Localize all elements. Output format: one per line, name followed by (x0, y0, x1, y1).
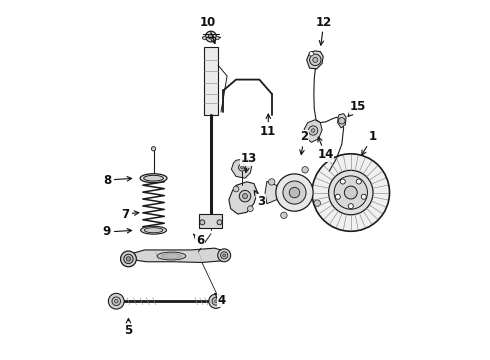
Circle shape (112, 297, 121, 306)
Circle shape (302, 167, 308, 173)
Circle shape (203, 36, 206, 40)
Circle shape (115, 300, 118, 303)
Circle shape (215, 300, 218, 303)
Circle shape (276, 174, 313, 211)
Polygon shape (229, 182, 258, 214)
Polygon shape (265, 181, 304, 204)
Circle shape (348, 204, 353, 209)
Circle shape (313, 57, 318, 62)
Circle shape (239, 164, 245, 171)
Circle shape (217, 220, 222, 225)
Polygon shape (338, 114, 346, 128)
Circle shape (216, 36, 219, 40)
Circle shape (212, 297, 220, 305)
Circle shape (334, 176, 368, 209)
Circle shape (223, 254, 225, 257)
Circle shape (205, 31, 216, 42)
Circle shape (126, 257, 131, 261)
Circle shape (121, 251, 136, 267)
Circle shape (309, 126, 318, 135)
Circle shape (312, 154, 390, 231)
FancyBboxPatch shape (204, 47, 218, 116)
Circle shape (108, 293, 124, 309)
Text: 5: 5 (124, 319, 133, 337)
Text: 12: 12 (316, 16, 332, 45)
FancyBboxPatch shape (199, 214, 222, 228)
Circle shape (247, 206, 253, 212)
Circle shape (310, 54, 321, 66)
Circle shape (361, 194, 366, 199)
Ellipse shape (162, 254, 181, 258)
Polygon shape (307, 51, 323, 69)
Circle shape (209, 294, 223, 309)
Circle shape (339, 118, 345, 124)
Circle shape (208, 34, 214, 39)
Text: 1: 1 (362, 130, 376, 155)
Text: 4: 4 (215, 293, 226, 307)
Circle shape (151, 147, 156, 151)
Ellipse shape (144, 228, 163, 233)
Text: 7: 7 (121, 208, 139, 221)
Circle shape (329, 170, 373, 215)
Circle shape (233, 186, 239, 192)
Circle shape (340, 179, 345, 184)
Text: 14: 14 (318, 137, 334, 161)
Ellipse shape (140, 174, 167, 183)
Circle shape (281, 212, 287, 219)
Text: 6: 6 (194, 234, 204, 247)
Circle shape (220, 252, 228, 259)
Circle shape (283, 181, 306, 204)
Circle shape (241, 166, 244, 169)
Text: 3: 3 (254, 190, 265, 208)
Text: 11: 11 (260, 114, 276, 138)
Circle shape (289, 187, 300, 198)
Text: 15: 15 (348, 100, 366, 116)
Circle shape (314, 200, 320, 206)
Circle shape (239, 190, 251, 202)
Ellipse shape (144, 175, 164, 181)
Circle shape (356, 179, 361, 184)
Text: 13: 13 (241, 152, 257, 172)
Polygon shape (231, 158, 252, 178)
Polygon shape (125, 248, 227, 262)
Text: 9: 9 (103, 225, 132, 238)
Polygon shape (304, 120, 322, 142)
Circle shape (200, 220, 205, 225)
Circle shape (309, 51, 314, 56)
Circle shape (311, 129, 315, 132)
Text: 2: 2 (300, 130, 308, 154)
Ellipse shape (141, 226, 167, 234)
Circle shape (344, 186, 357, 199)
Text: 8: 8 (103, 174, 132, 186)
Circle shape (124, 254, 133, 264)
Circle shape (218, 249, 231, 262)
Circle shape (243, 194, 247, 199)
Circle shape (269, 179, 275, 185)
Circle shape (335, 194, 341, 199)
Ellipse shape (157, 252, 186, 260)
Text: 10: 10 (199, 16, 216, 44)
